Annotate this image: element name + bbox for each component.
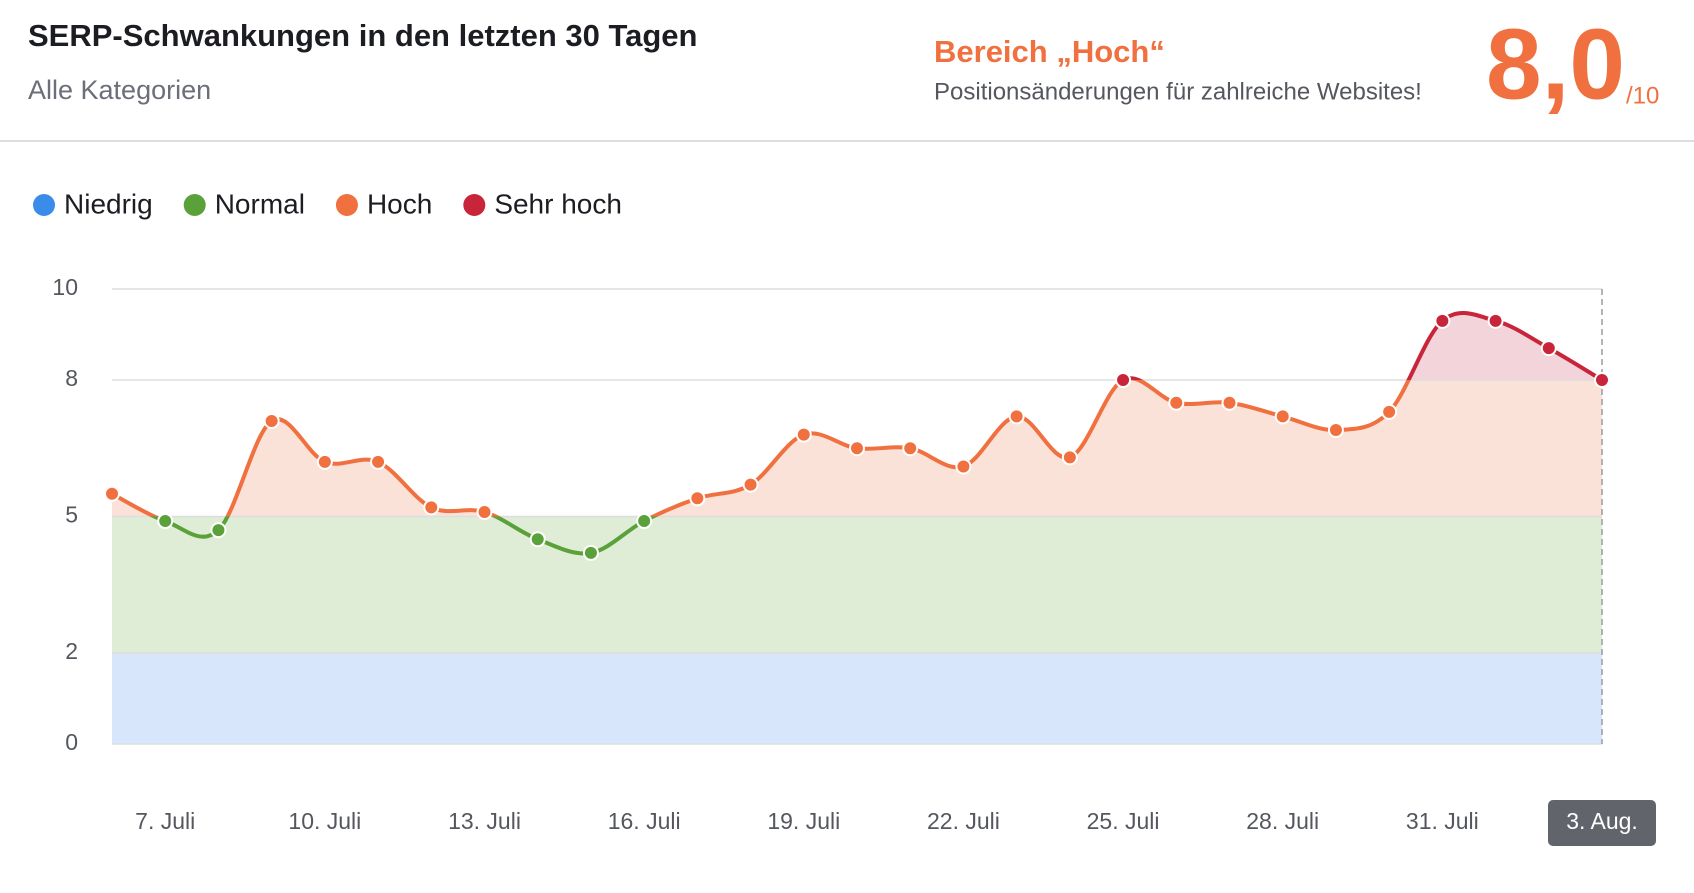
x-tick-label: 31. Juli (1406, 808, 1479, 834)
point (689, 490, 706, 507)
x-tick-label: 13. Juli (448, 808, 521, 834)
point (1381, 403, 1398, 420)
point (955, 458, 972, 475)
score: 8,0 (1486, 8, 1625, 120)
point (582, 544, 599, 561)
legend-label: Sehr hoch (494, 188, 622, 219)
point (742, 476, 759, 493)
plot: 0 2 5 8 10 7. Juli 10. Juli 13. Juli 16. Juli 19.… (52, 274, 1656, 846)
point (263, 412, 280, 429)
point (1168, 394, 1185, 411)
point (1434, 312, 1451, 329)
legend-marker (183, 194, 206, 216)
title: SERP-Schwankungen in den letzten 30 Tage… (28, 18, 697, 53)
x-tick-label: 28. Juli (1246, 808, 1319, 834)
point (1221, 394, 1238, 411)
point (210, 522, 227, 539)
legend-label: Normal (215, 188, 305, 219)
legend-label: Hoch (367, 188, 432, 219)
score-max: /10 (1626, 82, 1659, 109)
point (370, 453, 387, 470)
point (423, 499, 440, 516)
x-tick-label: 3. Aug. (1566, 808, 1638, 834)
legend-label: Niedrig (64, 188, 153, 219)
point (1274, 408, 1291, 425)
point (1594, 372, 1610, 388)
x-tick-label: 7. Juli (135, 808, 195, 834)
point (1061, 449, 1078, 466)
point (1487, 312, 1504, 329)
y-tick-label: 5 (65, 502, 78, 528)
subtitle: Alle Kategorien (28, 75, 211, 105)
legend-marker (335, 194, 358, 216)
x-tick-label: 25. Juli (1087, 808, 1160, 834)
band-area (112, 653, 1602, 744)
status-text: Positionsänderungen für zahlreiche Websi… (934, 78, 1422, 105)
x-tick-label: 22. Juli (927, 808, 1000, 834)
point (104, 485, 120, 502)
point (529, 531, 546, 548)
y-tick-label: 2 (65, 638, 78, 664)
point (1540, 340, 1557, 357)
y-tick-label: 0 (65, 729, 78, 755)
point (849, 440, 865, 457)
x-tick-label: 16. Juli (608, 808, 681, 834)
point (476, 503, 493, 520)
area (1123, 312, 1602, 380)
y-tick-label: 8 (65, 365, 78, 391)
point (1327, 422, 1344, 439)
legend-marker (33, 194, 55, 216)
x-tick-label: 10. Juli (288, 808, 361, 834)
point (902, 440, 919, 457)
legend: Niedrig Normal Hoch Sehr hoch (33, 188, 622, 219)
point (1115, 372, 1132, 388)
x-tick-label: 19. Juli (767, 808, 840, 834)
band-area (112, 516, 1602, 653)
point (316, 453, 333, 470)
point (636, 513, 653, 530)
point (157, 513, 174, 530)
legend-marker (463, 194, 486, 216)
x-label-highlight (1548, 800, 1656, 846)
status-title: Bereich „Hoch“ (934, 34, 1165, 69)
point (795, 426, 812, 443)
point (1008, 408, 1025, 425)
y-tick-label: 10 (52, 274, 78, 300)
